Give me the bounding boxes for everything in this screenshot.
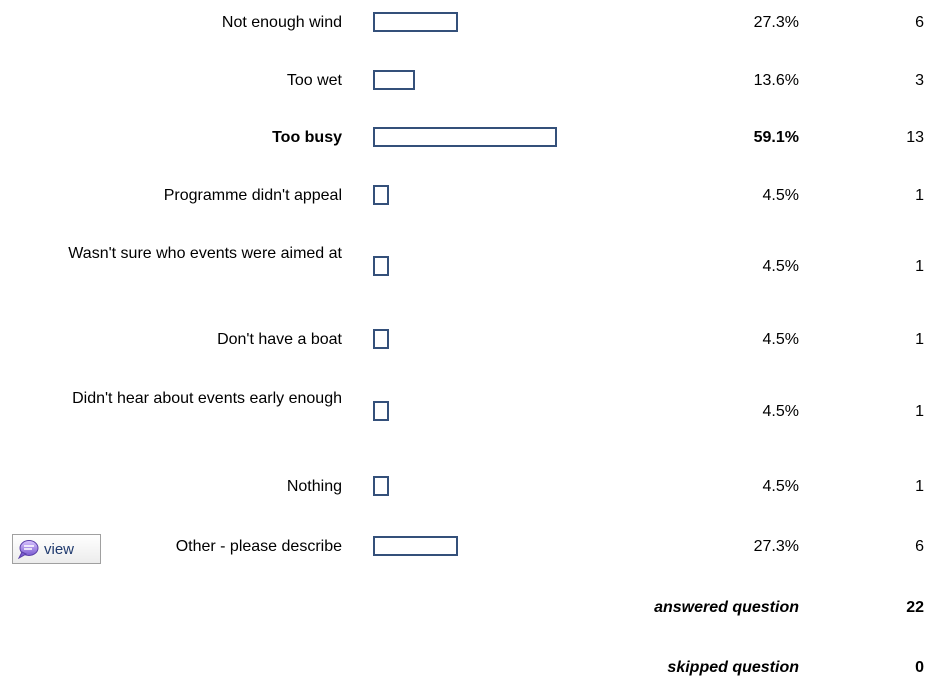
answered-question-label: answered question: [654, 599, 799, 616]
response-percent: 4.5%: [762, 258, 799, 275]
response-bar: [373, 401, 389, 421]
answered-question-value: 22: [906, 599, 924, 616]
view-button-label: view: [44, 540, 75, 558]
category-label: Don't have a boat: [217, 330, 342, 348]
response-count: 3: [915, 72, 924, 89]
response-bar: [373, 536, 458, 556]
category-label: Too busy: [272, 128, 342, 146]
response-count: 6: [915, 14, 924, 31]
response-bar: [373, 12, 458, 32]
skipped-question-label: skipped question: [667, 659, 799, 676]
response-bar: [373, 329, 389, 349]
response-count: 1: [915, 187, 924, 204]
category-label: Too wet: [286, 71, 342, 89]
response-percent: 27.3%: [753, 14, 799, 31]
category-label: Didn't hear about events early enough: [72, 390, 342, 407]
speech-bubble-icon: [17, 540, 39, 559]
category-label: Not enough wind: [221, 13, 342, 31]
response-count: 13: [906, 129, 924, 146]
category-label: Nothing: [286, 477, 342, 495]
response-percent: 13.6%: [753, 72, 799, 89]
skipped-question-value: 0: [915, 659, 924, 676]
response-percent: 4.5%: [762, 187, 799, 204]
response-count: 6: [915, 538, 924, 555]
response-bar: [373, 70, 415, 90]
response-percent: 4.5%: [762, 403, 799, 420]
category-label: Programme didn't appeal: [163, 186, 342, 204]
response-count: 1: [915, 258, 924, 275]
category-label: Wasn't sure who events were aimed at: [68, 245, 342, 262]
response-bar: [373, 127, 557, 147]
response-count: 1: [915, 478, 924, 495]
response-percent: 4.5%: [762, 331, 799, 348]
response-percent: 4.5%: [762, 478, 799, 495]
response-percent: 59.1%: [753, 129, 799, 146]
view-responses-button[interactable]: view: [12, 534, 101, 564]
response-bar: [373, 476, 389, 496]
response-bar: [373, 256, 389, 276]
response-count: 1: [915, 403, 924, 420]
response-bar: [373, 185, 389, 205]
response-percent: 27.3%: [753, 538, 799, 555]
category-label: Other - please describe: [175, 537, 342, 555]
response-count: 1: [915, 331, 924, 348]
